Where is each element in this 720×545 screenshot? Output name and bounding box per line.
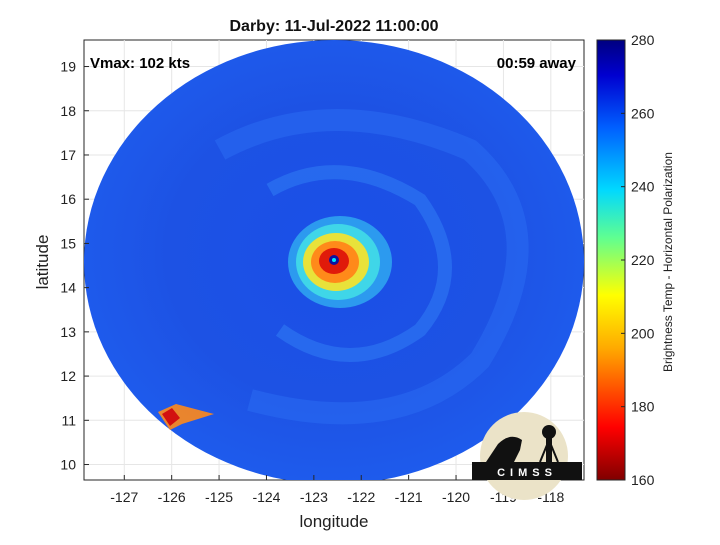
spiral-band-outer: [214, 109, 529, 425]
colorbar-tick-label: 160: [631, 472, 655, 488]
x-tick-label: -123: [300, 489, 328, 505]
y-axis-label: latitude: [33, 235, 52, 290]
y-tick-label: 13: [60, 324, 76, 340]
cimss-logo: CIMSS: [472, 412, 582, 500]
y-tick-label: 15: [60, 235, 76, 251]
x-tick-label: -120: [442, 489, 470, 505]
logo-text: CIMSS: [497, 467, 557, 479]
logo-tower: [546, 438, 552, 462]
x-axis-label: longitude: [299, 512, 368, 531]
eye-center: [332, 258, 336, 262]
colorbar-tick-label: 280: [631, 32, 655, 48]
y-tick-label: 17: [60, 147, 76, 163]
time-away-annotation: 00:59 away: [497, 55, 577, 72]
colorbar-tick-label: 200: [631, 325, 655, 341]
colorbar-tick-label: 240: [631, 179, 655, 195]
colorbar-tick-label: 220: [631, 252, 655, 268]
y-axis-ticks: 10 11 12 13 14 15 16 17 18 19: [60, 59, 89, 473]
colorbar-ticks: 160 180 200 220 240 260 280: [621, 32, 655, 488]
y-tick-label: 18: [60, 103, 76, 119]
colorbar: [596, 39, 626, 481]
colorbar-tick-label: 260: [631, 105, 655, 121]
spiral-band-inner: [266, 165, 452, 362]
x-tick-label: -122: [347, 489, 375, 505]
x-tick-label: -125: [205, 489, 233, 505]
y-tick-label: 19: [60, 59, 76, 75]
satellite-swath: [84, 40, 584, 480]
x-tick-label: -127: [110, 489, 138, 505]
y-tick-label: 10: [60, 457, 76, 473]
y-tick-label: 16: [60, 191, 76, 207]
y-tick-label: 14: [60, 280, 76, 296]
vmax-annotation: Vmax: 102 kts: [90, 55, 190, 72]
logo-radome: [542, 425, 556, 439]
x-axis-ticks: -127 -126 -125 -124 -123 -122 -121 -120 -119 -118: [110, 475, 565, 505]
sw-edge-red-streak: [162, 408, 180, 426]
logo-dish-silhouette: [486, 436, 522, 462]
logo-banner: [472, 462, 582, 480]
y-tick-label: 12: [60, 368, 76, 384]
x-tick-label: -126: [158, 489, 186, 505]
figure-title: Darby: 11-Jul-2022 11:00:00: [229, 18, 438, 35]
x-tick-label: -124: [252, 489, 280, 505]
y-tick-label: 11: [61, 412, 76, 428]
logo-tower-legs: [539, 437, 559, 463]
colorbar-label: Brightness Temp - Horizontal Polarizatio…: [661, 152, 675, 372]
colorbar-tick-label: 180: [631, 399, 655, 415]
x-tick-label: -121: [395, 489, 423, 505]
